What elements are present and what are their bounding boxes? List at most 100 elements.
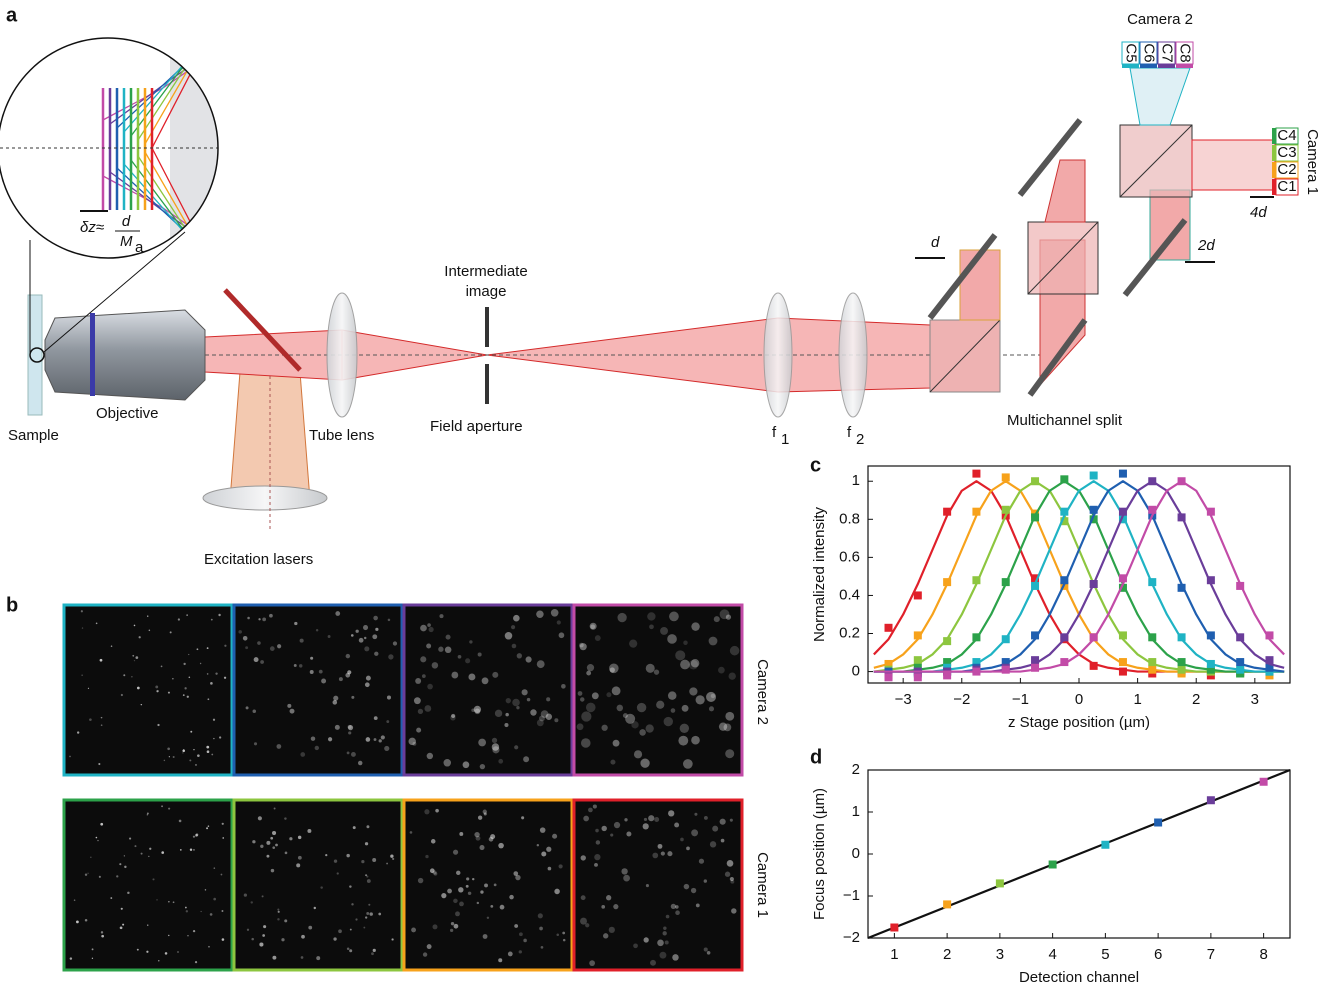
bead: [431, 662, 439, 669]
bead: [667, 691, 677, 700]
bead: [723, 723, 732, 732]
bead: [372, 634, 378, 640]
bead: [713, 616, 720, 623]
mirror: [1122, 218, 1188, 297]
label: 1: [781, 431, 789, 448]
shift-label: 4d: [1250, 204, 1267, 221]
data-point: [913, 631, 922, 640]
bead: [654, 817, 660, 822]
bead: [613, 904, 619, 910]
x-tick-label: 2: [943, 946, 951, 963]
bead: [184, 906, 187, 909]
bead: [284, 817, 287, 820]
sensor-strip: [1158, 64, 1175, 68]
bead: [196, 648, 199, 651]
data-point: [1031, 477, 1040, 486]
bead: [625, 713, 636, 724]
panel-letter: d: [810, 746, 822, 768]
sensor-strip: [1272, 145, 1276, 161]
bead: [708, 706, 715, 712]
bead: [164, 952, 168, 955]
bead: [222, 837, 225, 839]
bead: [193, 848, 195, 851]
bead: [155, 685, 159, 689]
data-point: [1031, 631, 1040, 640]
bead: [131, 676, 133, 678]
data-point: [1118, 574, 1127, 583]
bead: [469, 640, 473, 644]
bead: [453, 923, 459, 929]
bead: [355, 629, 359, 633]
bead: [200, 910, 202, 913]
bead: [536, 844, 540, 847]
data-point: [1148, 633, 1157, 642]
splitter-diagonal: [929, 319, 1001, 393]
bead: [172, 901, 175, 904]
y-tick-label: 2: [852, 761, 860, 778]
bead: [320, 886, 323, 889]
bead: [332, 700, 338, 705]
bead: [586, 664, 595, 672]
bead: [321, 678, 327, 684]
bead: [386, 862, 388, 865]
bead: [491, 743, 500, 751]
bead: [247, 616, 250, 620]
delta-z: δz≈: [80, 219, 104, 236]
excitation-lens: [202, 485, 328, 511]
bead: [392, 641, 398, 646]
x-axis-label: Detection channel: [1019, 969, 1139, 986]
bead: [270, 836, 274, 840]
bead: [525, 656, 532, 663]
bead: [444, 646, 452, 654]
bead: [729, 876, 734, 882]
bead: [391, 938, 394, 941]
bead: [294, 621, 298, 626]
data-point: [943, 658, 952, 667]
bead: [538, 715, 545, 722]
bead: [465, 884, 469, 888]
bead: [277, 908, 280, 911]
bead: [357, 760, 363, 766]
bead: [667, 851, 673, 857]
bead: [221, 822, 224, 825]
bead: [610, 759, 616, 765]
bead: [120, 693, 123, 697]
bead: [95, 622, 98, 625]
split-path: [1191, 139, 1276, 191]
data-point: [1206, 659, 1215, 668]
bead: [554, 888, 560, 895]
bead: [523, 938, 527, 943]
micrograph: [402, 798, 574, 972]
bead: [457, 654, 462, 659]
mirror: [1017, 118, 1083, 197]
bead: [100, 716, 103, 719]
bead: [478, 738, 487, 747]
bead: [132, 654, 135, 657]
data-point: [1154, 818, 1163, 827]
bead: [657, 939, 664, 947]
bead: [466, 877, 470, 881]
x-tick-label: 1: [890, 946, 898, 963]
bead: [73, 899, 76, 902]
bead: [333, 695, 339, 701]
bead: [709, 841, 717, 848]
bead: [182, 749, 185, 753]
bead: [119, 863, 122, 866]
ray: [151, 147, 218, 258]
bead: [645, 724, 654, 733]
bead: [184, 687, 187, 690]
bead: [122, 923, 125, 926]
bead: [110, 897, 113, 899]
bead: [207, 825, 210, 827]
bead: [199, 662, 202, 665]
bead: [430, 839, 436, 844]
micrograph: [232, 798, 404, 972]
bead: [558, 864, 563, 869]
bead: [455, 911, 460, 917]
bead: [523, 756, 530, 763]
bead: [710, 693, 716, 699]
bead: [518, 950, 522, 954]
bead: [346, 853, 350, 858]
y-tick-label: 0.8: [839, 510, 860, 527]
bead: [163, 759, 166, 762]
